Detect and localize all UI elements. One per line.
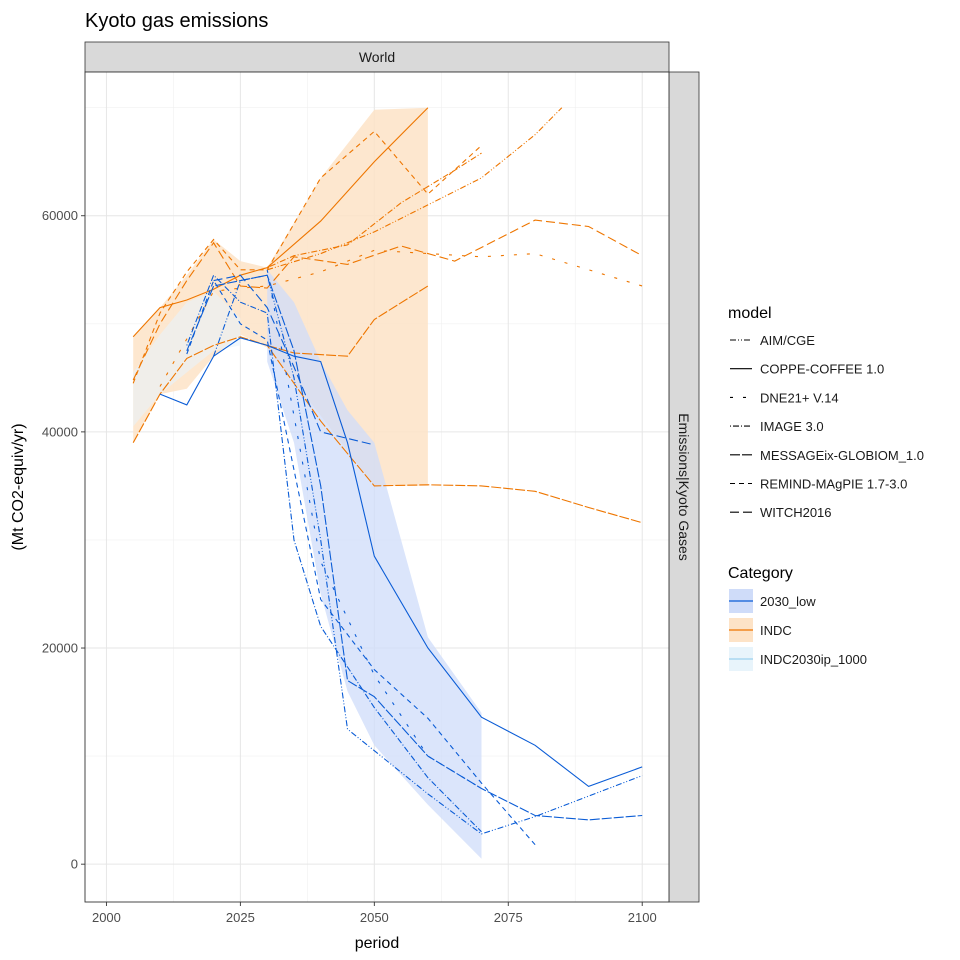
legend-model-label: COPPE-COFFEE 1.0 bbox=[760, 362, 884, 377]
y-axis-label: (Mt CO2-equiv/yr) bbox=[10, 423, 27, 550]
series-line-coppe-coffee-1-0 bbox=[159, 337, 643, 788]
x-tick-label: 2050 bbox=[360, 910, 389, 925]
chart-title: Kyoto gas emissions bbox=[85, 10, 268, 32]
series-line-witch2016 bbox=[132, 219, 643, 381]
facet-top-strip bbox=[84, 41, 670, 73]
plot-border bbox=[84, 71, 670, 903]
legend-model-label: REMIND-MAgPIE 1.7-3.0 bbox=[760, 477, 907, 492]
series-line-dne21-v-14 bbox=[266, 269, 482, 789]
legend-model-label: DNE21+ V.14 bbox=[760, 390, 839, 405]
y-tick-label: 0 bbox=[71, 857, 78, 872]
series-line-witch2016 bbox=[213, 274, 375, 446]
axes: 2000 2025 2050 2075 2100 0 20000 40000 60000 bbox=[42, 208, 657, 925]
legend-category-label: INDC bbox=[760, 623, 792, 638]
legend-model-label: MESSAGEix-GLOBIOM_1.0 bbox=[760, 448, 924, 463]
series-line-image-3-0 bbox=[186, 274, 482, 833]
legend-category-title: Category bbox=[728, 565, 793, 582]
series-line-messageix-globiom-1-0 bbox=[186, 274, 643, 821]
x-tick-label: 2100 bbox=[628, 910, 657, 925]
x-tick-label: 2000 bbox=[92, 910, 121, 925]
series-line-aim-cge bbox=[267, 107, 563, 271]
series-line-image-3-0 bbox=[266, 152, 482, 269]
legend-model-label: AIM/CGE bbox=[760, 333, 815, 348]
legend: model Category AIM/CGE COPPE-COFFEE 1.0 DN… bbox=[728, 305, 924, 671]
series-line-remind-magpie-1-7-3-0 bbox=[132, 130, 482, 384]
legend-category-label: INDC2030ip_1000 bbox=[760, 652, 867, 667]
series-line-messageix-globiom-1-0 bbox=[132, 336, 643, 524]
y-tick-label: 20000 bbox=[42, 641, 78, 656]
x-axis-label: period bbox=[355, 935, 399, 952]
series-line-remind-magpie-1-7-3-0 bbox=[186, 279, 536, 846]
series-line-dne21-v-14 bbox=[159, 249, 643, 387]
ribbon-2030-low bbox=[267, 269, 482, 859]
legend-model-label: IMAGE 3.0 bbox=[760, 419, 824, 434]
x-tick-label: 2025 bbox=[226, 910, 255, 925]
legend-model-title: model bbox=[728, 305, 772, 322]
series-line-messageix-globiom-1-0 bbox=[267, 285, 429, 357]
y-tick-label: 40000 bbox=[42, 424, 78, 439]
facet-top-label: World bbox=[359, 49, 395, 65]
legend-category-label: 2030_low bbox=[760, 594, 816, 609]
legend-model-label: WITCH2016 bbox=[760, 505, 832, 520]
facet-right-label: Emissions|Kyoto Gases bbox=[676, 413, 692, 561]
y-tick-label: 60000 bbox=[42, 208, 78, 223]
facet-right-strip bbox=[668, 71, 700, 903]
x-tick-label: 2075 bbox=[494, 910, 523, 925]
series-lines bbox=[132, 107, 643, 846]
